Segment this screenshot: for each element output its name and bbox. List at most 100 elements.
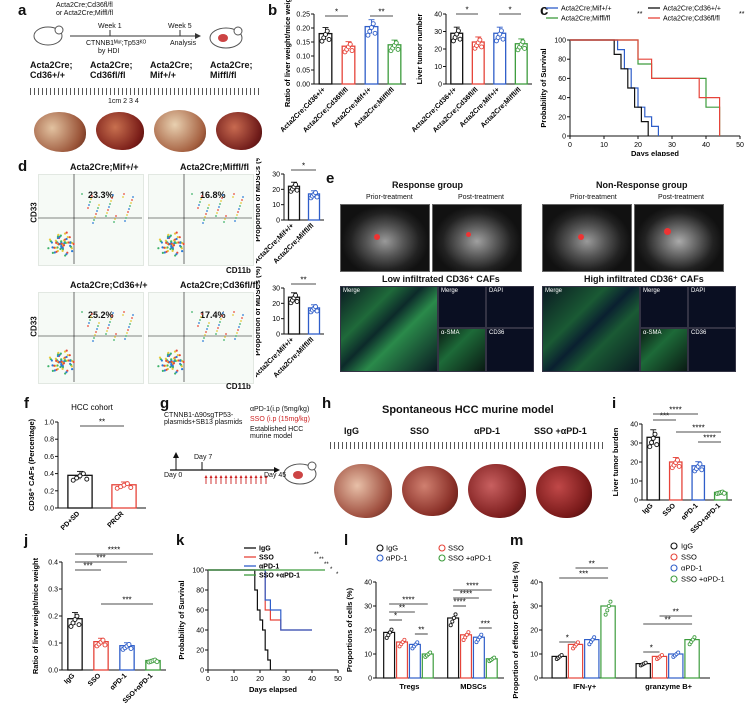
- d-bottom-dot: [313, 304, 318, 310]
- d-flow-dot: [96, 328, 98, 330]
- g-dose-arrowhead: [214, 475, 218, 478]
- i-category-label: αPD-1: [680, 502, 699, 521]
- d-flow-dot: [170, 240, 173, 243]
- i-category-label: IgG: [641, 502, 655, 516]
- d-flow-dot: [217, 327, 219, 329]
- k-ytick-label: 0: [200, 668, 204, 675]
- m-dot: [603, 612, 608, 617]
- d-flow-dot: [115, 333, 117, 335]
- i-dot: [676, 463, 682, 469]
- d-flow-dot: [88, 322, 90, 324]
- d-flow-dot: [63, 350, 67, 353]
- d-flow-dot: [63, 359, 67, 362]
- m-sig-label: **: [673, 608, 679, 617]
- l-legend-swatch: [376, 544, 384, 552]
- d-flow-dot: [60, 360, 63, 363]
- g-dose-arrowhead: [239, 475, 243, 478]
- d-flow-dot: [62, 244, 66, 247]
- d-pct-1: 23.3%: [88, 190, 114, 200]
- d-flow-dot: [89, 201, 91, 203]
- i-sig-label: ****: [669, 406, 681, 415]
- d-pct-2: 16.8%: [200, 190, 226, 200]
- d-top-bar-chart: 0 10 20 30 Proportion of MDSCs (%) Acta2Cre;M…: [256, 158, 324, 265]
- m-sig-label: *: [566, 634, 569, 643]
- m-ytick-label: 10: [530, 652, 538, 659]
- panel-letter-c: c: [540, 2, 549, 19]
- l-dot: [466, 630, 471, 635]
- d-flow-dot: [108, 324, 110, 326]
- b-left-dot: [365, 32, 371, 38]
- d-flow-dot: [93, 219, 95, 221]
- d-flow-dot: [198, 322, 200, 324]
- d-flow-dot: [224, 336, 226, 338]
- j-dot: [72, 617, 78, 623]
- l-ytick-label: 10: [364, 652, 372, 659]
- b-left-dot: [369, 25, 374, 31]
- d-flow-dot: [54, 364, 58, 367]
- d-bottom-ytick-label: 0: [276, 332, 280, 339]
- e-dapi-2: [688, 286, 736, 328]
- j-chart: 0.0 0.1 0.2 0.3 0.4 Ratio of liver weight/mic…: [31, 546, 166, 705]
- d-flow-dot: [63, 232, 67, 235]
- d-flow-dot: [166, 354, 169, 358]
- d-flow-dot: [57, 351, 60, 354]
- f-ylabel: CD36⁺ CAFs (Percentage): [27, 418, 36, 511]
- a-liver-1: [34, 112, 86, 152]
- f-ytick-label: 0.2: [44, 488, 54, 495]
- m-legend-label: SSO: [681, 553, 697, 562]
- b-left-dot: [395, 46, 401, 52]
- d-flow-dot: [200, 316, 202, 318]
- d-flow-dot: [205, 331, 207, 333]
- c-legend-label: Acta2Cre;Cd36+/+: [663, 6, 721, 13]
- a-liver-4: [216, 112, 262, 150]
- d-flow-dot: [98, 204, 100, 206]
- l-ytick-label: 20: [364, 628, 372, 635]
- d-flow-dot: [173, 241, 177, 244]
- e-lesion-3: [578, 234, 584, 240]
- m-ytick-label: 20: [530, 628, 538, 635]
- d-flow-dot: [221, 315, 223, 317]
- d-flow-dot: [161, 364, 164, 367]
- e-cd36-2: [688, 328, 736, 372]
- d-flow-dot: [69, 241, 72, 244]
- d-flow-dot: [48, 356, 52, 359]
- j-ytick-label: 0.1: [48, 641, 58, 648]
- e-merge-large-1: [340, 286, 438, 372]
- d-flow-dot: [51, 246, 54, 249]
- c-xlabel: Days elapsed: [631, 149, 679, 156]
- panel-k-svg: 0 20 40 60 80 100 Probability of Survival 0 10 20…: [178, 546, 342, 695]
- d-top-ytick-label: 0: [276, 218, 280, 225]
- m-legend-swatch: [670, 553, 678, 561]
- d-flow-dot: [112, 194, 114, 196]
- m-chart: 0 10 20 30 40 Proportion of effector CD8⁺ T c…: [512, 542, 725, 699]
- l-dot: [448, 623, 453, 628]
- d-flow-dot: [129, 323, 131, 325]
- d-bottom-dot: [314, 308, 320, 314]
- d-flow-dot: [110, 318, 112, 320]
- d-title-4: Acta2Cre;Cd36fl/fl: [180, 280, 259, 290]
- d-top-ytick-label: 10: [272, 202, 280, 209]
- c-series-line: [570, 39, 649, 136]
- l-group-label: MDSCs: [460, 682, 486, 691]
- d-flow-dot: [63, 241, 67, 244]
- d-flow-dot: [59, 234, 62, 237]
- d-flow-dot: [122, 196, 124, 198]
- d-flow-dot: [68, 354, 71, 357]
- l-sig-label: ****: [402, 596, 414, 605]
- g-dose-arrowhead: [224, 475, 228, 478]
- l-sig-label: *: [394, 612, 397, 621]
- d-flow-dot: [59, 247, 62, 251]
- d-flow-dot: [57, 233, 60, 236]
- k-ytick-label: 60: [196, 608, 204, 615]
- d-flow-dot: [176, 354, 179, 357]
- d-flow-dot: [98, 322, 100, 324]
- b-left-category-label: Acta2Cre;Miffl/fl: [353, 86, 396, 129]
- a-group-2: Acta2Cre; Cd36fl/fl: [90, 60, 133, 80]
- d-flow-dot: [107, 209, 109, 211]
- a-analysis: Analysis: [170, 40, 197, 47]
- j-dot: [68, 623, 74, 629]
- l-sig-label: ****: [460, 590, 472, 599]
- k-series-line: [208, 569, 312, 631]
- b-left-ytick-label: 0.10: [296, 54, 310, 61]
- a-group-4: Acta2Cre; Miffl/fl: [210, 60, 253, 80]
